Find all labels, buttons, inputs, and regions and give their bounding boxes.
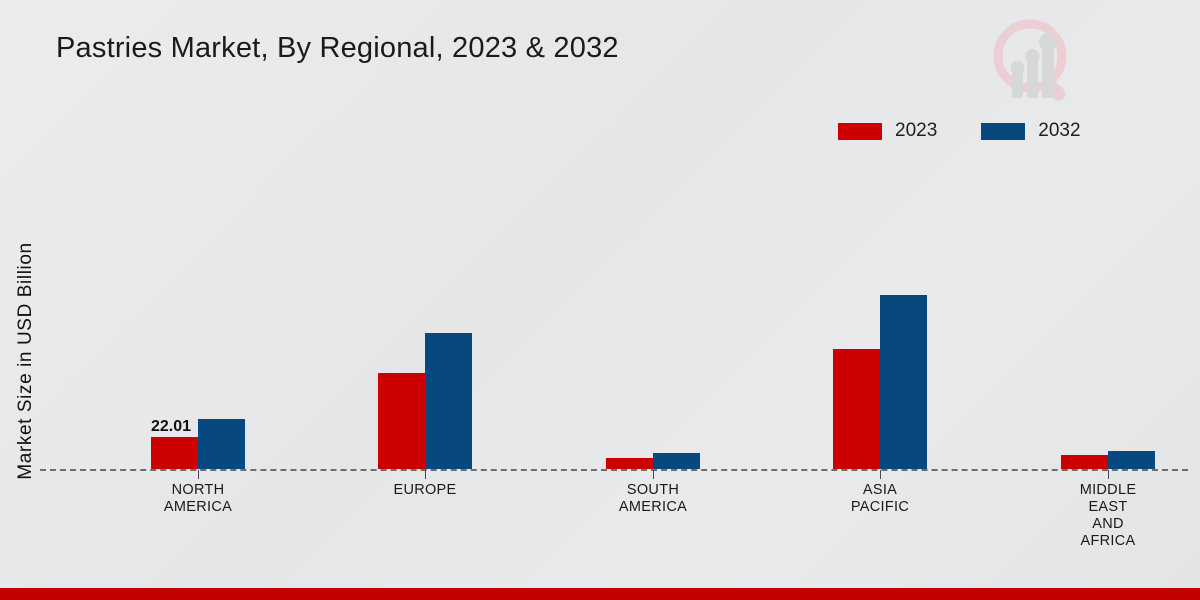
bar-group xyxy=(833,295,927,469)
footer-accent-bar xyxy=(0,588,1200,600)
bar-2032-middle-east-and-africa[interactable] xyxy=(1108,451,1155,469)
magnifier-icon xyxy=(993,19,1067,101)
y-axis-title: Market Size in USD Billion xyxy=(15,242,36,480)
bar-group xyxy=(1061,451,1155,469)
axis-baseline xyxy=(40,469,1188,471)
legend-label-2032: 2032 xyxy=(1038,120,1081,141)
bar-value-label: 22.01 xyxy=(151,418,192,435)
bar-2023-north-america[interactable]: 22.01 xyxy=(151,418,198,469)
page-title: Pastries Market, By Regional, 2023 & 203… xyxy=(56,32,619,64)
category-label-europe: EUROPE xyxy=(393,482,457,498)
bar-chart-glyph xyxy=(1010,33,1057,98)
axis-tick xyxy=(198,470,199,479)
bar-2023-asia-pacific[interactable] xyxy=(833,349,880,469)
axis-tick xyxy=(1108,470,1109,479)
bar-2032-south-america[interactable] xyxy=(653,453,700,469)
bar-2032-north-america[interactable] xyxy=(198,419,245,469)
bar-2032-asia-pacific[interactable] xyxy=(880,295,927,469)
legend-item-2023[interactable]: 2023 xyxy=(838,120,937,142)
legend-label-2023: 2023 xyxy=(895,120,938,141)
chart-legend: 2023 2032 xyxy=(838,120,1081,142)
category-label-south-america: SOUTH AMERICA xyxy=(618,482,688,515)
category-label-middle-east-and-africa: MIDDLE EAST AND AFRICA xyxy=(1079,482,1137,549)
category-label-asia-pacific: ASIA PACIFIC xyxy=(850,482,910,515)
legend-swatch-2023 xyxy=(838,122,882,140)
category-label-north-america: NORTH AMERICA xyxy=(163,482,233,515)
plot-area: 22.01 xyxy=(40,150,1188,471)
bars-layer: 22.01 xyxy=(40,150,1188,469)
bar-group xyxy=(606,453,700,469)
axis-tick xyxy=(653,470,654,479)
bar-group: 22.01 xyxy=(151,418,245,469)
legend-swatch-2032 xyxy=(981,122,1026,140)
axis-tick xyxy=(880,470,881,479)
bar-2023-south-america[interactable] xyxy=(606,458,653,469)
legend-item-2032[interactable]: 2032 xyxy=(981,120,1081,142)
axis-tick xyxy=(425,470,426,479)
bar-2023-europe[interactable] xyxy=(378,373,425,469)
watermark-logo xyxy=(988,14,1084,110)
bar-group xyxy=(378,333,472,469)
bar-2032-europe[interactable] xyxy=(425,333,472,469)
bar-2023-middle-east-and-africa[interactable] xyxy=(1061,455,1108,469)
